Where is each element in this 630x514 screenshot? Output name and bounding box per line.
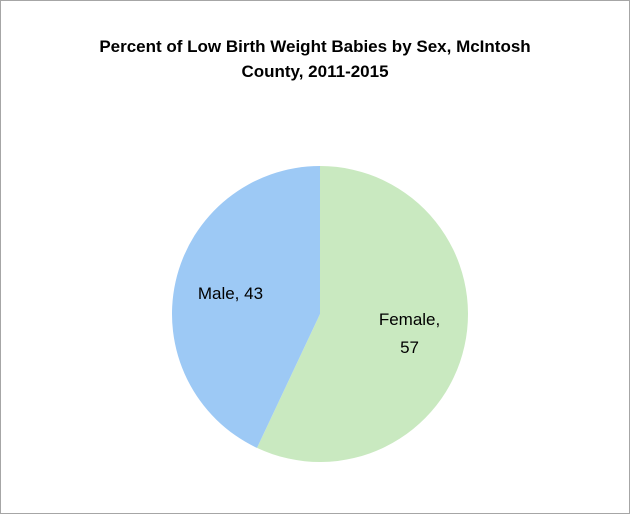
data-label: Female, 57 [378, 310, 441, 358]
data-label: Male, 43 [197, 283, 264, 303]
pie-slice [171, 166, 320, 448]
chart-title: Percent of Low Birth Weight Babies by Se… [99, 37, 531, 81]
pie-slice [256, 166, 468, 462]
